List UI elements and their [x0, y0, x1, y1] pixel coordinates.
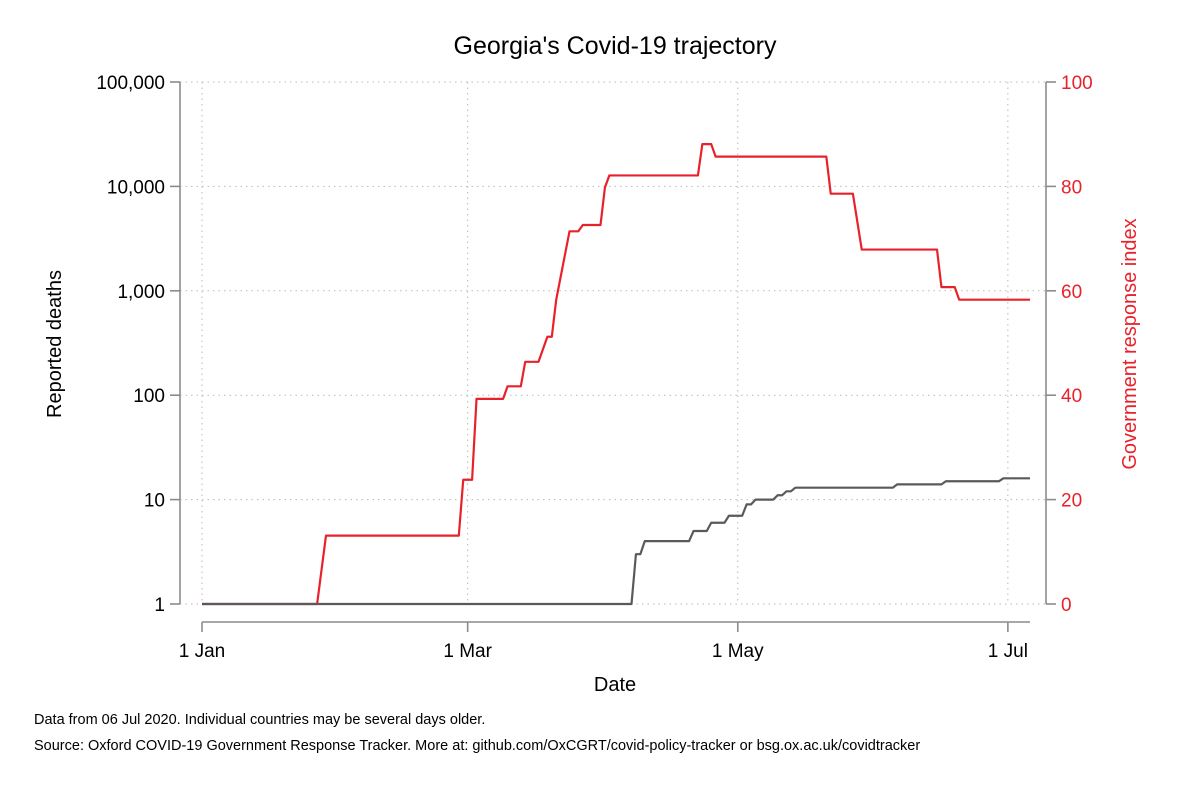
- y-left-tick-label: 100: [133, 386, 165, 407]
- data-date-note: Data from 06 Jul 2020. Individual countr…: [34, 712, 486, 728]
- y-left-tick-label: 1,000: [117, 282, 165, 303]
- series-line-reported-deaths: [202, 477, 1030, 606]
- y-right-tick-label: 60: [1061, 282, 1082, 303]
- chart: Georgia's Covid-19 trajectory 1 10 100 1,00…: [44, 32, 1141, 696]
- x-tick-label: 1 Mar: [443, 641, 492, 662]
- y-right-tick-label: 0: [1061, 595, 1072, 616]
- y-right-tick-label: 20: [1061, 491, 1082, 512]
- chart-title: Georgia's Covid-19 trajectory: [454, 32, 777, 60]
- x-tick-label: 1 Jan: [179, 641, 225, 662]
- y-left-axis-label: Reported deaths: [44, 270, 66, 418]
- y-left-tick-label: 100,000: [96, 73, 165, 94]
- x-tick-label: 1 May: [712, 641, 764, 662]
- axes: 1 10 100 1,000 10,000 100,000 0 20 40 60 80 100 1 Ja…: [96, 73, 1092, 662]
- y-right-tick-label: 40: [1061, 386, 1082, 407]
- y-left-tick-label: 10,000: [107, 177, 165, 198]
- source-note: Source: Oxford COVID-19 Government Respo…: [34, 738, 921, 754]
- series-layer: [202, 143, 1030, 606]
- y-left-tick-label: 10: [144, 491, 165, 512]
- y-right-tick-label: 100: [1061, 73, 1093, 94]
- y-left-tick-label: 1: [154, 595, 165, 616]
- grid: [180, 81, 1046, 605]
- y-right-axis-label: Government response index: [1119, 218, 1141, 469]
- x-tick-label: 1 Jul: [988, 641, 1028, 662]
- y-right-tick-label: 80: [1061, 177, 1082, 198]
- x-axis-label: Date: [594, 674, 636, 696]
- series-line-government-response-index: [202, 143, 1030, 606]
